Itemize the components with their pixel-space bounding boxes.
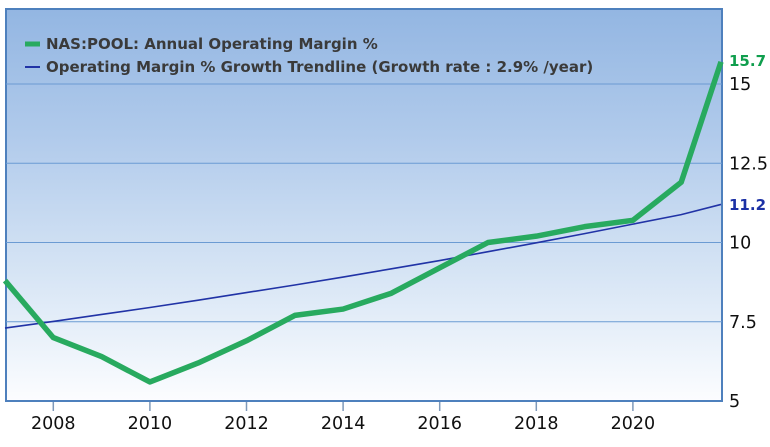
x-tick-label: 2012 <box>224 414 269 434</box>
trendline-series <box>4 203 722 329</box>
y-tick-label: 12.5 <box>729 154 768 174</box>
x-tick-label: 2008 <box>31 414 76 434</box>
trendline-path <box>4 203 722 329</box>
legend-item-series[interactable]: NAS:POOL: Annual Operating Margin % <box>25 35 378 53</box>
gridlines <box>6 83 722 323</box>
y-tick-label: 7.5 <box>729 313 757 333</box>
x-tick-label: 2014 <box>321 414 366 434</box>
y-tick-label: 10 <box>729 234 751 254</box>
legend-label-trendline: Operating Margin % Growth Trendline (Gro… <box>46 58 593 76</box>
margin-series-path <box>2 60 724 385</box>
x-tick-label: 2016 <box>417 414 462 434</box>
trendline-end-value-label: 11.2 <box>729 196 766 214</box>
x-tick-label: 2020 <box>611 414 656 434</box>
margin-series <box>2 60 724 385</box>
x-tick-label: 2018 <box>514 414 559 434</box>
y-axis-labels: 5 7.5 10 12.5 15 <box>729 75 768 412</box>
plot-area <box>5 8 723 402</box>
legend-item-trendline[interactable]: Operating Margin % Growth Trendline (Gro… <box>25 58 593 76</box>
series-end-value-label: 15.7 <box>729 52 766 70</box>
y-tick-label: 5 <box>729 392 740 412</box>
x-axis-ticks: 2008 2010 2012 2014 2016 2018 2020 <box>31 402 655 434</box>
y-tick-label: 15 <box>729 75 751 95</box>
x-tick-label: 2010 <box>128 414 173 434</box>
legend-label-series: NAS:POOL: Annual Operating Margin % <box>46 35 378 53</box>
legend: NAS:POOL: Annual Operating Margin % Oper… <box>25 35 593 76</box>
